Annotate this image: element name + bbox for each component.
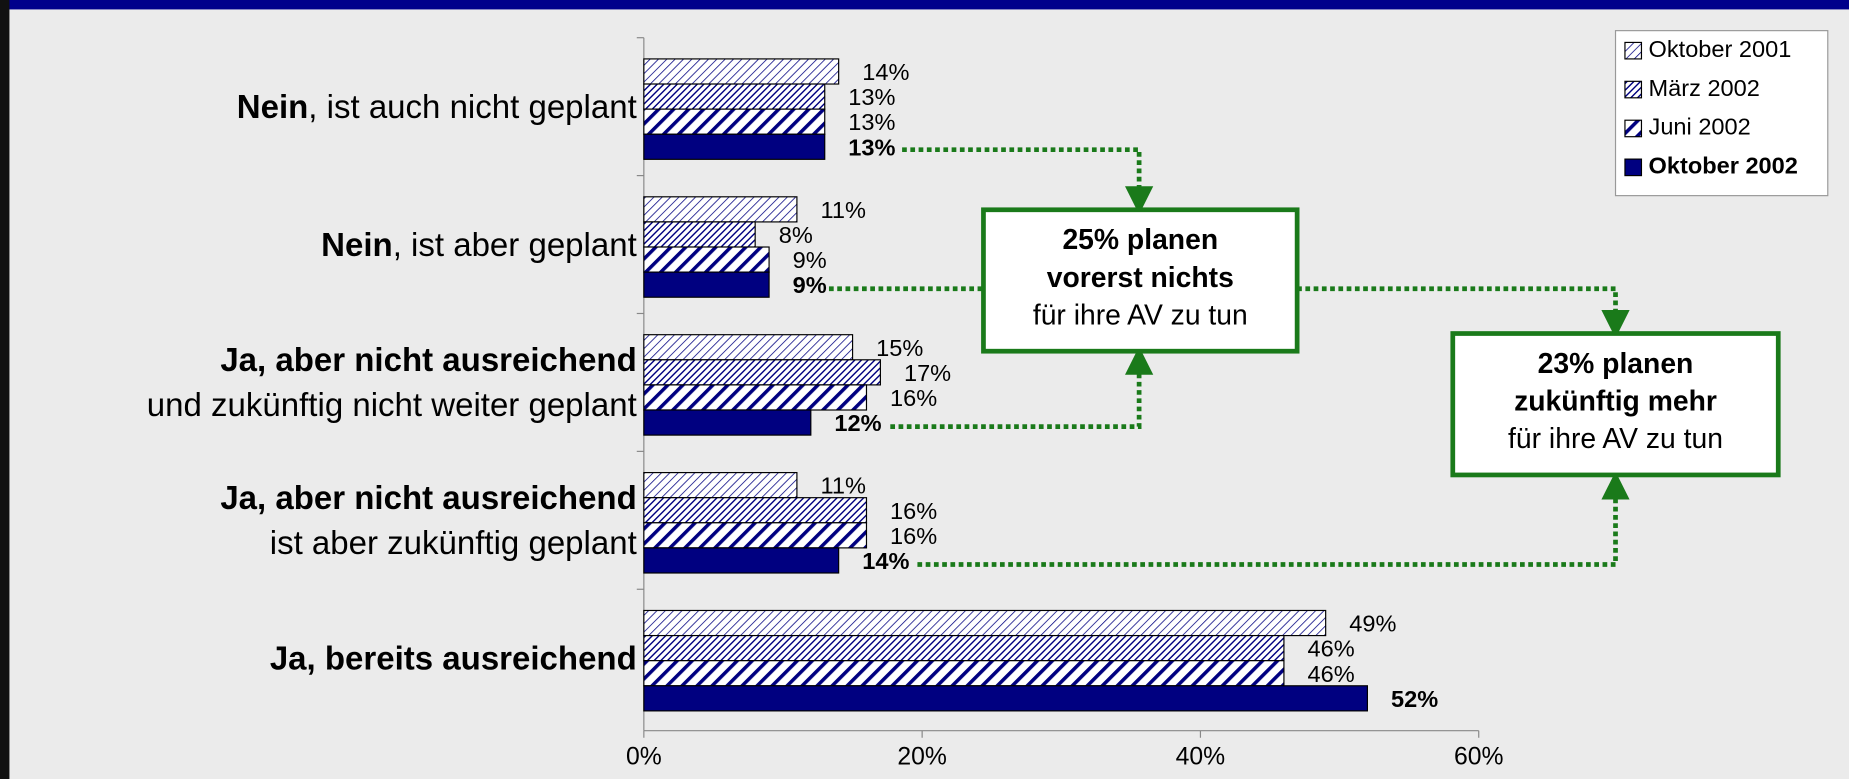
bar — [643, 409, 812, 436]
category-label-text: , ist auch nicht geplant — [308, 88, 636, 125]
bar — [643, 609, 1327, 637]
bar — [643, 246, 770, 273]
value-label: 8% — [779, 222, 813, 248]
bar — [643, 108, 826, 135]
bar — [643, 221, 756, 248]
category-label-text: und zukünftig nicht weiter geplant — [147, 386, 637, 423]
bar — [643, 547, 840, 574]
bar — [643, 271, 770, 298]
top-border — [0, 0, 1849, 10]
value-label: 9% — [793, 247, 827, 273]
annotation-text: vorerst nichts — [1047, 261, 1234, 293]
bar — [643, 634, 1285, 662]
category-label-bold: Ja, bereits ausreichend — [270, 639, 637, 676]
category-label-bold: Ja, aber nicht ausreichend — [220, 479, 636, 516]
category-label-text: ist aber zukünftig geplant — [270, 524, 637, 561]
bar — [643, 133, 826, 160]
value-label: 13% — [848, 84, 895, 110]
annotation-text: zukünftig mehr — [1514, 385, 1717, 417]
value-label: 9% — [793, 272, 827, 298]
value-label: 46% — [1308, 661, 1355, 687]
bar — [643, 359, 881, 386]
bar — [643, 58, 840, 85]
legend-swatch — [1624, 119, 1643, 138]
bar — [643, 196, 798, 223]
legend-swatch — [1624, 80, 1643, 99]
category-label-bold: Ja, aber nicht ausreichend — [220, 341, 636, 378]
annotation-box — [1450, 331, 1781, 478]
legend-swatch — [1624, 158, 1643, 177]
annotation-box — [981, 207, 1300, 354]
x-tick-label: 60% — [1454, 743, 1504, 770]
x-tick-label: 0% — [626, 743, 662, 770]
value-label: 14% — [862, 59, 909, 85]
bar — [643, 83, 826, 110]
category-label-bold: Nein — [321, 226, 393, 263]
value-label: 52% — [1391, 686, 1438, 712]
value-label: 11% — [820, 197, 865, 223]
annotation-text: 25% planen — [1062, 223, 1218, 255]
value-label: 17% — [904, 360, 951, 386]
value-label: 13% — [848, 134, 895, 160]
bar — [643, 471, 798, 499]
category-label-bold: Nein — [237, 88, 309, 125]
bar — [643, 497, 868, 524]
bar — [643, 522, 868, 549]
bar — [643, 334, 854, 361]
value-label: 15% — [876, 335, 923, 361]
annotation-text: für ihre AV zu tun — [1508, 422, 1723, 454]
bar — [643, 384, 868, 411]
value-label: 11% — [820, 473, 865, 499]
legend-swatch — [1624, 41, 1643, 60]
category-label: Ja, bereits ausreichend — [270, 639, 637, 676]
value-label: 16% — [890, 523, 937, 549]
category-label: Nein, ist auch nicht geplant — [237, 88, 637, 125]
legend-label: März 2002 — [1649, 75, 1760, 101]
bar — [643, 660, 1285, 687]
value-label: 46% — [1308, 636, 1355, 662]
connectors — [828, 147, 1630, 567]
value-label: 14% — [862, 548, 909, 574]
category-label-text: , ist aber geplant — [393, 226, 637, 263]
left-border — [0, 0, 10, 779]
legend-label: Oktober 2002 — [1649, 153, 1798, 179]
legend-label: Oktober 2001 — [1649, 36, 1792, 62]
legend-box — [1614, 30, 1829, 197]
annotation-text: 23% planen — [1538, 347, 1694, 379]
legend-label: Juni 2002 — [1649, 114, 1751, 140]
x-tick-label: 20% — [897, 743, 947, 770]
annotation-text: für ihre AV zu tun — [1033, 298, 1248, 330]
bar — [643, 685, 1369, 712]
category-label: Nein, ist aber geplant — [321, 226, 637, 263]
value-label: 13% — [848, 109, 895, 135]
value-label: 16% — [890, 385, 937, 411]
value-label: 16% — [890, 498, 937, 524]
value-label: 49% — [1349, 611, 1396, 637]
x-tick-label: 40% — [1176, 743, 1226, 770]
value-label: 12% — [834, 410, 881, 436]
